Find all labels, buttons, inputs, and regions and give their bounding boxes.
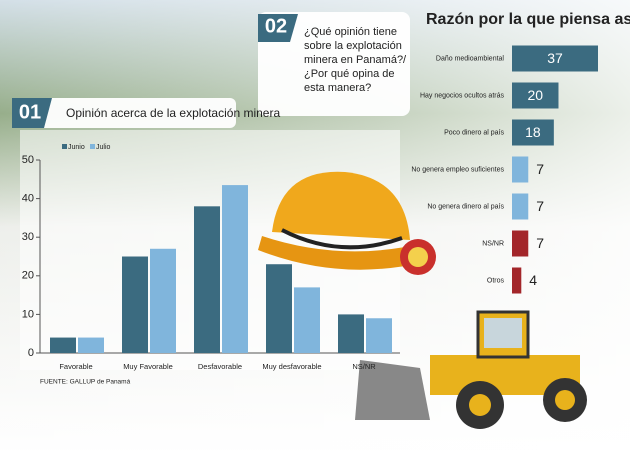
source: FUENTE: GALLUP de Panamá xyxy=(40,379,131,386)
y-tick-label: 50 xyxy=(22,154,34,166)
legend-label: Junio xyxy=(68,144,85,151)
bar xyxy=(512,45,598,72)
y-tick-label: 20 xyxy=(22,270,34,282)
value-label: 7 xyxy=(536,198,544,214)
bar xyxy=(512,230,529,257)
category-label: Daño medioambiental xyxy=(436,55,505,62)
bar xyxy=(150,248,176,353)
legend-label: Julio xyxy=(96,144,111,151)
subtitle: esta manera? xyxy=(304,82,371,94)
question-box xyxy=(258,12,410,116)
value-label: 7 xyxy=(536,161,544,177)
bar xyxy=(78,337,104,353)
chart-title: Opinión acerca de la explotación minera xyxy=(66,106,280,120)
subtitle: ¿Qué opinión tiene xyxy=(304,26,397,38)
chart-title: Razón por la que piensa así xyxy=(426,11,630,28)
value-label: 18 xyxy=(525,124,541,140)
bar xyxy=(512,82,559,109)
bar xyxy=(222,185,248,353)
badge: 01 xyxy=(19,101,41,123)
x-tick-label: Desfavorable xyxy=(198,362,242,371)
value-label: 20 xyxy=(527,87,543,103)
bar xyxy=(294,287,320,353)
helmet-illustration xyxy=(258,171,436,275)
bar xyxy=(366,318,392,353)
x-tick-label: Favorable xyxy=(59,362,92,371)
badge-shape xyxy=(258,14,298,42)
legend-swatch xyxy=(62,144,67,149)
x-tick-label: Muy Favorable xyxy=(123,362,173,371)
subtitle: minera en Panamá?/ xyxy=(304,54,407,66)
category-label: Otros xyxy=(487,277,505,284)
y-tick-label: 40 xyxy=(22,193,34,205)
legend-swatch xyxy=(90,144,95,149)
value-label: 7 xyxy=(536,235,544,251)
bar xyxy=(512,156,529,183)
bar xyxy=(512,193,529,220)
x-tick-label: NS/NR xyxy=(352,362,376,371)
title-box xyxy=(12,98,236,128)
y-tick-label: 10 xyxy=(22,308,34,320)
y-tick-label: 30 xyxy=(22,231,34,243)
badge-shape xyxy=(12,98,52,128)
x-tick-label: Muy desfavorable xyxy=(262,362,321,371)
subtitle: ¿Por qué opina de xyxy=(304,68,395,80)
category-label: NS/NR xyxy=(482,240,504,247)
bar xyxy=(50,337,76,353)
bar xyxy=(512,267,522,294)
loader-illustration xyxy=(355,310,587,429)
bar xyxy=(122,256,148,353)
bar xyxy=(266,264,292,353)
subtitle: sobre la explotación xyxy=(304,40,402,52)
category-label: No genera dinero al país xyxy=(427,203,504,210)
value-label: 4 xyxy=(529,272,537,288)
category-label: Hay negocios ocultos atrás xyxy=(420,92,505,99)
bar xyxy=(338,314,364,353)
category-label: Poco dinero al país xyxy=(444,129,504,136)
value-label: 37 xyxy=(547,50,563,66)
bar xyxy=(512,119,554,146)
category-label: No genera empleo suficientes xyxy=(411,166,504,173)
y-tick-label: 0 xyxy=(28,347,34,359)
badge: 02 xyxy=(265,15,287,37)
bar xyxy=(194,206,220,353)
